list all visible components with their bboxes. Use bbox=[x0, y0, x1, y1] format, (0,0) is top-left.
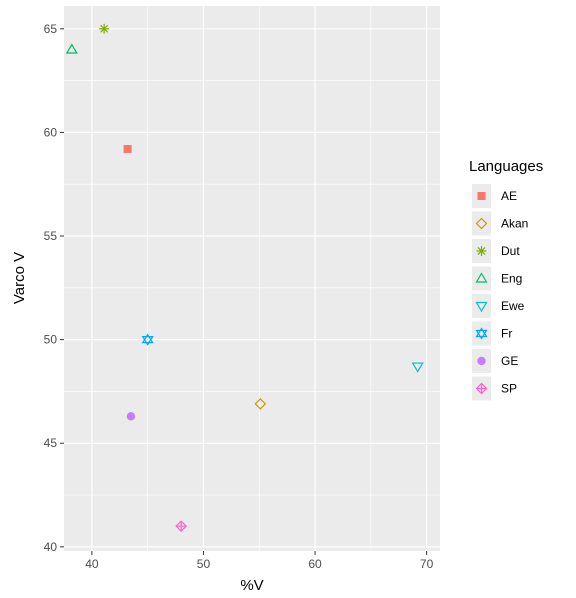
major-gridlines bbox=[64, 6, 440, 551]
point-eng bbox=[65, 43, 78, 54]
legend-item-eng: Eng bbox=[472, 266, 522, 291]
legend-items: AE Akan Dut Eng Ewe Fr GE SP bbox=[472, 184, 528, 401]
y-axis-title: Varco V bbox=[11, 252, 28, 304]
point-dut bbox=[99, 23, 110, 34]
legend-label: GE bbox=[501, 354, 518, 368]
x-axis-title: %V bbox=[240, 577, 263, 594]
legend-label: Akan bbox=[501, 217, 528, 231]
legend-item-ge: GE bbox=[472, 349, 518, 373]
point-fr bbox=[141, 333, 154, 346]
legend-marker-dut bbox=[476, 246, 487, 256]
point-akan bbox=[254, 398, 267, 410]
point-ewe bbox=[411, 362, 424, 373]
legend-label: AE bbox=[501, 189, 517, 203]
legend-marker-akan bbox=[475, 217, 488, 230]
legend-marker-eng bbox=[475, 272, 488, 283]
legend-marker-ewe bbox=[475, 301, 488, 313]
data-points bbox=[65, 23, 424, 532]
legend-marker-ae bbox=[477, 192, 486, 200]
x-tick-label: 70 bbox=[420, 557, 434, 571]
legend-marker-sp bbox=[475, 382, 488, 395]
y-axis: 40 45 50 55 60 65 bbox=[44, 22, 64, 554]
legend-label: Fr bbox=[501, 327, 512, 341]
legend-label: Eng bbox=[501, 272, 522, 286]
point-ge bbox=[126, 412, 136, 421]
x-tick-label: 60 bbox=[308, 557, 322, 571]
plot-panel bbox=[64, 6, 440, 551]
legend-key bbox=[472, 321, 491, 346]
legend-item-dut: Dut bbox=[472, 239, 520, 263]
legend-marker-fr bbox=[475, 327, 488, 340]
legend-marker-ge bbox=[477, 356, 486, 366]
legend-key bbox=[472, 211, 491, 236]
y-tick-label: 65 bbox=[44, 22, 58, 36]
legend-item-sp: SP bbox=[472, 376, 517, 401]
legend-key bbox=[472, 294, 491, 318]
point-ae bbox=[123, 144, 132, 153]
legend-item-akan: Akan bbox=[472, 211, 528, 236]
x-tick-label: 50 bbox=[197, 557, 211, 571]
legend-label: Ewe bbox=[501, 299, 525, 313]
y-tick-label: 40 bbox=[44, 540, 58, 554]
legend-key bbox=[472, 266, 491, 291]
y-tick-label: 60 bbox=[44, 125, 58, 139]
legend: Languages AE Akan Dut Eng Ewe Fr GE SP bbox=[469, 158, 543, 401]
y-tick-label: 55 bbox=[44, 229, 58, 243]
legend-item-fr: Fr bbox=[472, 321, 512, 346]
y-tick-label: 50 bbox=[44, 333, 58, 347]
y-tick-label: 45 bbox=[44, 436, 58, 450]
legend-label: Dut bbox=[501, 244, 520, 258]
legend-item-ewe: Ewe bbox=[472, 294, 525, 318]
point-sp bbox=[175, 520, 187, 532]
x-axis: 40 50 60 70 bbox=[85, 551, 434, 571]
minor-gridlines bbox=[64, 6, 440, 551]
legend-label: SP bbox=[501, 382, 517, 396]
x-tick-label: 40 bbox=[85, 557, 99, 571]
legend-title: Languages bbox=[469, 158, 543, 175]
legend-item-ae: AE bbox=[472, 184, 517, 208]
